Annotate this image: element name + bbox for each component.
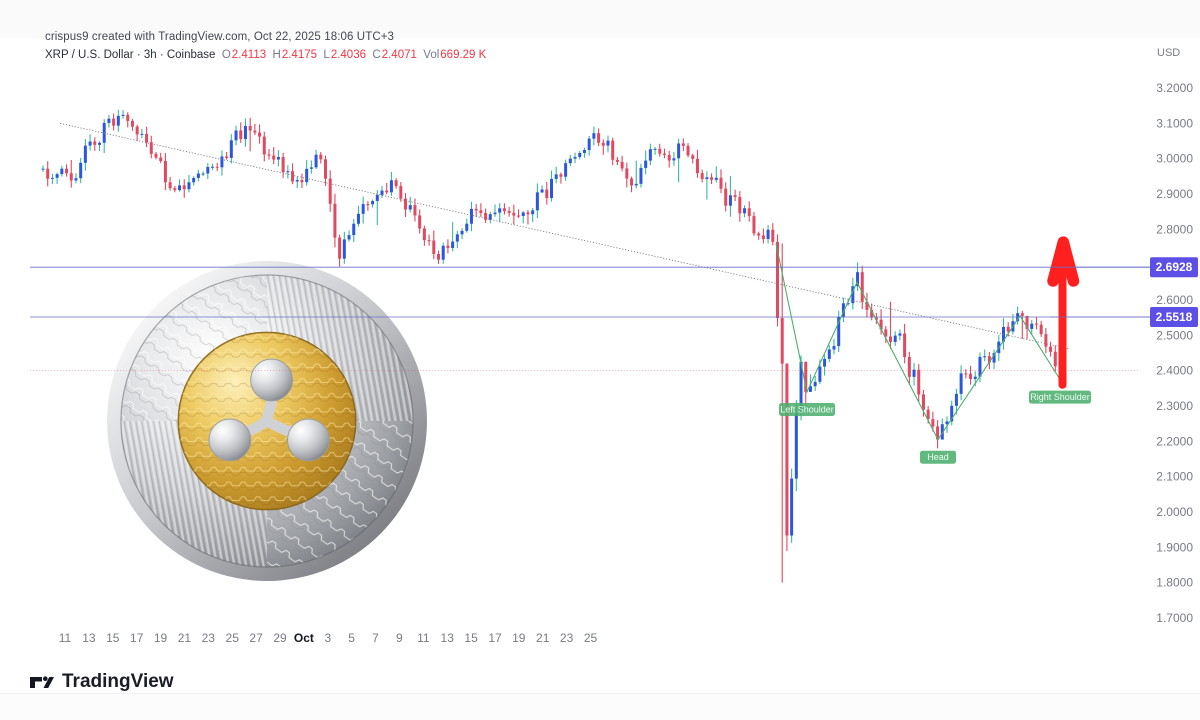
svg-text:2.5518: 2.5518 (1156, 310, 1193, 324)
svg-text:Head: Head (927, 452, 949, 462)
svg-text:2.5000: 2.5000 (1156, 328, 1193, 342)
svg-text:2.8000: 2.8000 (1156, 222, 1193, 236)
svg-text:21: 21 (536, 631, 550, 645)
svg-text:11: 11 (59, 631, 72, 645)
svg-text:7: 7 (372, 631, 379, 645)
svg-text:25: 25 (584, 631, 598, 645)
svg-text:2.1000: 2.1000 (1156, 470, 1193, 484)
svg-text:23: 23 (560, 631, 574, 645)
svg-text:Right Shoulder: Right Shoulder (1030, 392, 1090, 402)
svg-text:1.9000: 1.9000 (1156, 540, 1193, 554)
svg-text:1.7000: 1.7000 (1156, 611, 1193, 625)
svg-text:11: 11 (417, 631, 430, 645)
svg-text:17: 17 (488, 631, 502, 645)
svg-text:2.6928: 2.6928 (1156, 260, 1193, 274)
svg-text:2.3000: 2.3000 (1156, 399, 1193, 413)
svg-text:2.2000: 2.2000 (1156, 434, 1193, 448)
svg-text:27: 27 (249, 631, 263, 645)
svg-text:USD: USD (1157, 47, 1180, 59)
svg-text:29: 29 (273, 631, 287, 645)
svg-text:2.0000: 2.0000 (1156, 505, 1193, 519)
svg-text:3.1000: 3.1000 (1156, 116, 1193, 130)
svg-text:1.8000: 1.8000 (1156, 576, 1193, 590)
svg-text:25: 25 (226, 631, 240, 645)
svg-text:3.0000: 3.0000 (1156, 152, 1193, 166)
svg-text:Left Shoulder: Left Shoulder (780, 404, 834, 414)
svg-text:19: 19 (154, 631, 168, 645)
svg-text:13: 13 (82, 631, 96, 645)
svg-text:2.4000: 2.4000 (1156, 364, 1193, 378)
svg-text:15: 15 (464, 631, 478, 645)
svg-text:2.9000: 2.9000 (1156, 187, 1193, 201)
svg-text:23: 23 (202, 631, 216, 645)
svg-text:2.6000: 2.6000 (1156, 293, 1193, 307)
svg-text:13: 13 (441, 631, 455, 645)
svg-text:15: 15 (106, 631, 120, 645)
svg-text:17: 17 (130, 631, 144, 645)
svg-text:19: 19 (512, 631, 526, 645)
svg-text:9: 9 (396, 631, 403, 645)
svg-text:5: 5 (348, 631, 355, 645)
svg-text:21: 21 (178, 631, 192, 645)
svg-text:3: 3 (324, 631, 331, 645)
svg-text:3.2000: 3.2000 (1156, 81, 1193, 95)
svg-text:Oct: Oct (294, 631, 314, 645)
